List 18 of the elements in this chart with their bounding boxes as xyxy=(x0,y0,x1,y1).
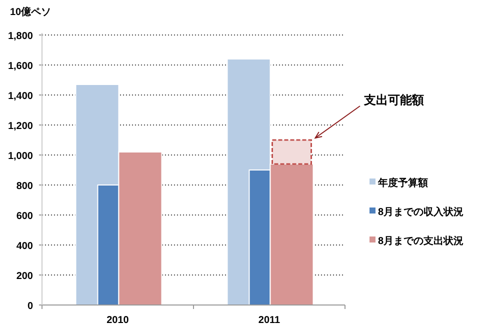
y-tick-label: 200 xyxy=(16,271,34,282)
y-axis-title: 10億ペソ xyxy=(10,6,52,18)
y-tick-label: 1,600 xyxy=(8,61,34,72)
x-tick-label: 2010 xyxy=(106,315,130,326)
x-tick-label: 2011 xyxy=(258,315,281,326)
legend-label: 年度予算額 xyxy=(377,177,428,189)
y-tick-label: 400 xyxy=(16,241,34,252)
y-tick-label: 1,000 xyxy=(8,151,34,162)
y-tick-label: 0 xyxy=(27,301,34,312)
legend-label: 8月までの収入状況 xyxy=(378,206,464,218)
text: 支出可能額 xyxy=(363,93,424,107)
y-tick-label: 1,200 xyxy=(8,121,34,132)
y-tick-label: 1,800 xyxy=(8,31,34,42)
bar xyxy=(272,139,312,165)
legend-label: 8月までの支出状況 xyxy=(378,235,464,247)
y-tick-label: 1,400 xyxy=(8,91,34,102)
y-tick-label: 800 xyxy=(16,181,34,192)
y-tick-label: 600 xyxy=(16,211,34,222)
